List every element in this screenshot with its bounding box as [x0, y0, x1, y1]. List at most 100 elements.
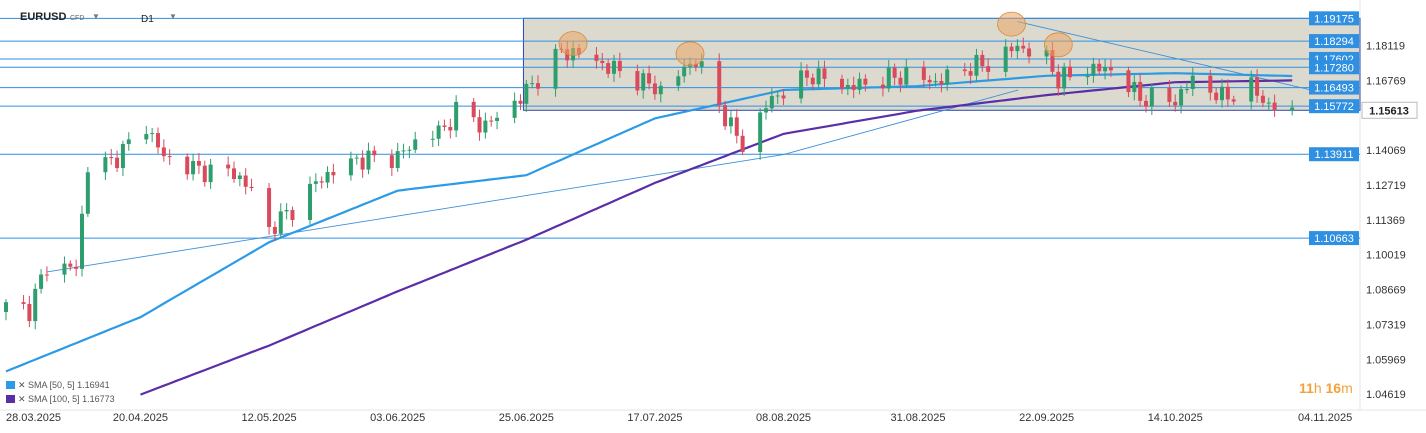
swing-high-marker-1 — [675, 41, 705, 67]
candle-body — [635, 71, 640, 91]
candle-body — [886, 67, 891, 89]
candle-body — [652, 83, 657, 95]
candle-body — [658, 85, 663, 95]
sma100-label: SMA [100, 5] — [28, 394, 80, 404]
candle-body — [1097, 63, 1102, 72]
candle-body — [144, 133, 149, 140]
sma50-swatch-icon — [6, 381, 15, 389]
sma100-value: 1.16773 — [82, 394, 115, 404]
candle-body — [845, 85, 850, 89]
level-price-tag-5 — [1309, 99, 1359, 114]
current-price-tag — [1361, 101, 1418, 119]
candle-body — [921, 66, 926, 80]
candle-body — [1138, 81, 1143, 101]
candle-body — [717, 61, 722, 106]
candle-body — [354, 157, 359, 159]
candle-body — [115, 157, 120, 169]
candle-body — [156, 133, 160, 148]
candle-body — [372, 150, 377, 156]
candle-body — [530, 83, 535, 85]
x-tick-label-7: 31.08.2025 — [890, 412, 945, 424]
candle-body — [74, 266, 79, 269]
candle-body — [1108, 67, 1113, 71]
candle-body — [249, 186, 254, 189]
legend-sma100[interactable]: ✕ SMA [100, 5] 1.16773 — [6, 394, 115, 405]
candle-body — [594, 54, 599, 61]
symbol-dropdown-icon[interactable]: ▼ — [92, 12, 100, 21]
legend-sma50[interactable]: ✕ SMA [50, 5] 1.16941 — [6, 380, 110, 391]
candle-body — [471, 101, 476, 118]
support-trendline — [46, 154, 784, 273]
x-tick-label-1: 20.04.2025 — [113, 412, 168, 424]
candle-body — [191, 161, 196, 175]
candle-countdown: 11h 16m — [1299, 380, 1353, 396]
swing-high-marker-0 — [558, 31, 588, 56]
candle-body — [512, 100, 517, 118]
level-price-text-1: 1.18294 — [1314, 36, 1354, 48]
x-tick-label-0: 28.03.2025 — [6, 412, 61, 424]
candle-body — [740, 135, 745, 152]
candle-body — [898, 77, 903, 85]
candle-body — [448, 126, 453, 131]
x-tick-label-9: 14.10.2025 — [1148, 412, 1203, 424]
candle-body — [308, 183, 312, 220]
candle-body — [150, 133, 155, 135]
candle-body — [1015, 45, 1020, 52]
candle-body — [939, 80, 944, 85]
candle-body — [33, 288, 38, 322]
candle-body — [524, 83, 529, 104]
candle-body — [62, 263, 67, 275]
level-price-text-5: 1.15772 — [1314, 101, 1354, 113]
candle-body — [1149, 87, 1154, 107]
timeframe-dropdown-icon[interactable]: ▼ — [169, 12, 177, 21]
sma50-value: 1.16941 — [77, 380, 110, 390]
candle-body — [857, 78, 862, 90]
x-tick-label-6: 08.08.2025 — [756, 412, 811, 424]
candle-body — [1231, 99, 1236, 102]
candle-body — [1003, 46, 1008, 72]
candle-body — [360, 157, 365, 170]
candle-body — [120, 144, 125, 169]
support-trendline-ext — [783, 89, 1019, 155]
candle-body — [986, 66, 991, 72]
candle-body — [799, 70, 804, 99]
candle-body — [27, 303, 32, 322]
candle-body — [682, 66, 687, 77]
y-tick-label-6: 1.10019 — [1366, 250, 1406, 262]
level-price-tag-4 — [1309, 80, 1359, 95]
level-price-text-3: 1.17280 — [1314, 62, 1354, 74]
sma50-line — [5, 72, 1293, 373]
candle-body — [693, 63, 698, 67]
candle-body — [39, 274, 44, 289]
candle-body — [1021, 45, 1026, 49]
candle-body — [536, 83, 540, 89]
candle-body — [21, 302, 26, 304]
candle-body — [1214, 92, 1219, 101]
candle-body — [781, 95, 786, 99]
level-price-tag-3 — [1309, 60, 1359, 75]
timeframe-selector[interactable]: D1 — [141, 14, 154, 25]
candle-body — [1184, 89, 1189, 91]
countdown-minutes: 16 — [1325, 380, 1342, 396]
candle-body — [1050, 50, 1055, 72]
candle-body — [161, 147, 166, 157]
candle-body — [758, 112, 763, 152]
level-price-tag-0 — [1309, 11, 1359, 26]
sma100-swatch-icon — [6, 395, 15, 403]
candle-body — [1225, 86, 1230, 100]
candle-body — [401, 150, 406, 152]
candle-body — [202, 165, 207, 183]
x-tick-label-5: 17.07.2025 — [627, 412, 682, 424]
candle-body — [483, 120, 488, 133]
y-tick-label-4: 1.12719 — [1366, 180, 1406, 192]
symbol-label[interactable]: EURUSD — [20, 11, 67, 23]
candle-body — [495, 117, 500, 122]
swing-high-marker-2 — [997, 11, 1026, 37]
x-tick-label-10: 04.11.2025 — [1298, 412, 1352, 424]
candle-body — [278, 211, 283, 234]
candle-body — [68, 263, 73, 267]
level-price-tag-1 — [1309, 34, 1359, 49]
candle-body — [1173, 101, 1178, 106]
